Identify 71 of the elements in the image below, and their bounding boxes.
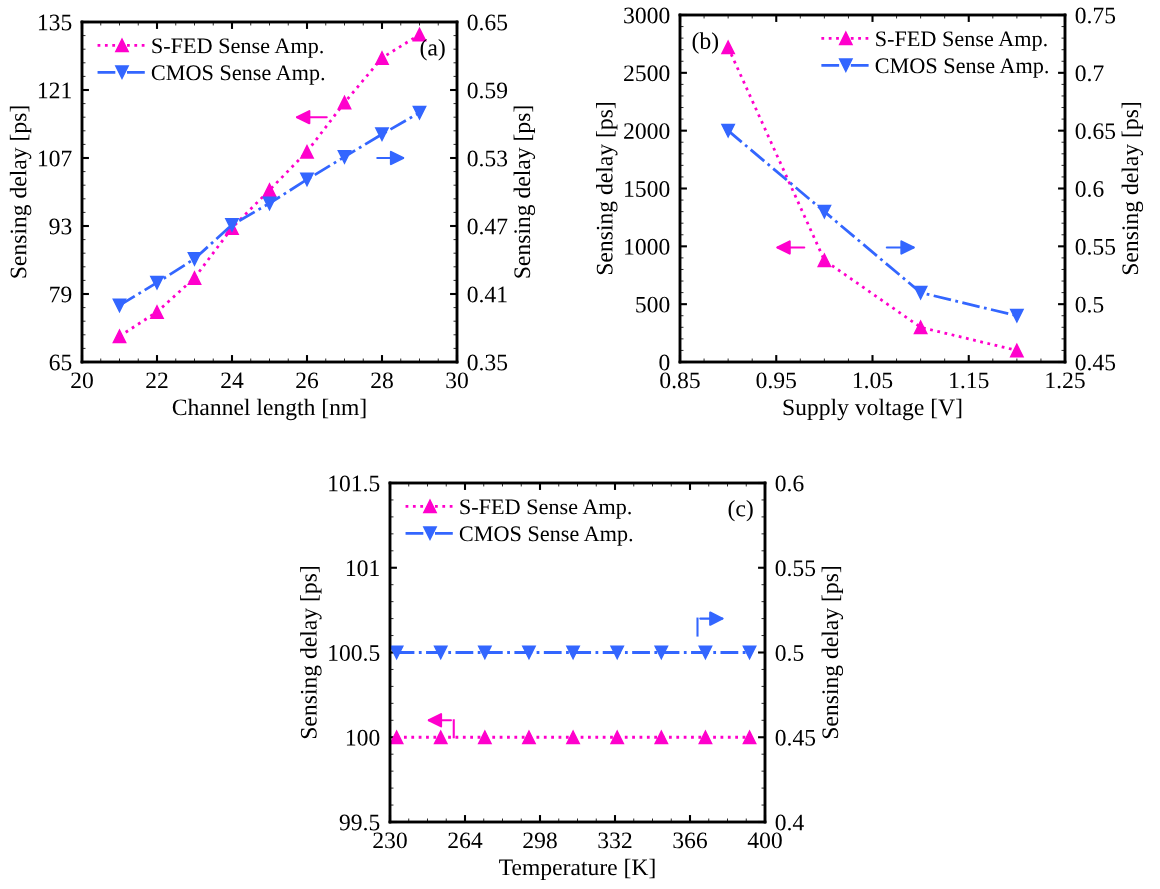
y2-tick-label: 0.7 <box>1075 65 1104 82</box>
y2-tick-label: 0.75 <box>1075 7 1116 24</box>
y2-tick-label: 0.59 <box>467 82 508 99</box>
x-tick-label: 26 <box>296 372 319 389</box>
y2-tick-label: 0.6 <box>1075 180 1104 198</box>
x-axis-title: Temperature [K] <box>499 858 655 881</box>
y2-tick-label: 0.45 <box>1075 354 1116 371</box>
y2-tick-label: 0.5 <box>1075 296 1104 313</box>
y-axis-title: Sensing delay [ps] <box>9 106 32 278</box>
y2-tick-label: 0.55 <box>1075 238 1116 255</box>
y-axis-title: Sensing delay [ps] <box>300 567 322 739</box>
y-tick-label: 100.5 <box>329 644 380 662</box>
x-tick-label: 30 <box>446 372 468 389</box>
annotation: (b) <box>692 32 719 54</box>
y-tick-label: 107 <box>38 150 72 167</box>
y-axis-title: Sensing delay [ps] <box>596 103 618 275</box>
y2-tick-label: 0.41 <box>467 286 507 303</box>
x-tick-label: 24 <box>221 372 244 389</box>
x-axis-title: Channel length [nm] <box>172 398 366 421</box>
x-tick-label: 0.85 <box>660 372 700 389</box>
x-tick-label: 264 <box>448 832 483 849</box>
y-tick-label: 79 <box>50 286 72 303</box>
y2-tick-label: 0.65 <box>467 14 508 31</box>
y-tick-label: 3000 <box>624 7 670 24</box>
y2-tick-label: 0.55 <box>775 560 816 577</box>
legend-label: CMOS Sense Amp. <box>151 65 325 85</box>
x-tick-label: 230 <box>373 832 407 849</box>
y2-tick-label: 0.45 <box>775 729 816 746</box>
x-axis-title: Supply voltage [V] <box>783 398 962 421</box>
y-tick-label: 1000 <box>625 238 670 255</box>
annotation: (c) <box>728 499 753 522</box>
annotation: (a) <box>420 39 445 61</box>
legend-label: S-FED Sense Amp. <box>152 38 323 58</box>
y2-tick-label: 0.6 <box>775 475 804 492</box>
y-tick-label: 93 <box>49 218 72 235</box>
x-tick-label: 332 <box>598 832 632 849</box>
y2-axis-title: Sensing delay [ps] <box>1121 103 1144 275</box>
y-tick-label: 100 <box>346 729 380 746</box>
legend-label: CMOS Sense Amp. <box>459 526 633 546</box>
y2-tick-label: 0.47 <box>467 218 508 235</box>
y2-tick-label: 0.5 <box>775 644 804 662</box>
y2-tick-label: 0.53 <box>467 150 508 167</box>
y-tick-label: 121 <box>38 82 71 99</box>
x-tick-label: 28 <box>371 372 393 389</box>
x-tick-label: 22 <box>146 372 168 389</box>
y2-tick-label: 0.4 <box>775 814 804 831</box>
y-tick-label: 0 <box>659 354 670 371</box>
legend-label: S-FED Sense Amp. <box>460 499 631 519</box>
legend-label: S-FED Sense Amp. <box>876 31 1047 51</box>
y-tick-label: 1500 <box>625 180 670 197</box>
x-tick-label: 1.25 <box>1046 372 1085 389</box>
y2-axis-title: Sensing delay [ps] <box>821 567 844 739</box>
x-tick-label: 0.95 <box>756 372 796 389</box>
y-tick-label: 101.5 <box>329 475 380 492</box>
x-tick-label: 400 <box>747 832 782 849</box>
y-tick-label: 2000 <box>624 123 670 140</box>
y-tick-label: 99.5 <box>339 814 380 831</box>
y-tick-label: 101 <box>346 560 379 577</box>
x-tick-label: 20 <box>71 372 93 389</box>
y-tick-label: 500 <box>636 296 670 313</box>
x-tick-label: 366 <box>673 832 707 849</box>
x-tick-label: 1.05 <box>853 372 893 389</box>
x-tick-label: 1.15 <box>950 372 989 389</box>
y2-tick-label: 0.65 <box>1075 123 1116 140</box>
y-tick-label: 135 <box>38 14 72 31</box>
y2-axis-title: Sensing delay [ps] <box>513 106 536 278</box>
y2-tick-label: 0.35 <box>467 354 508 371</box>
legend-label: CMOS Sense Amp. <box>875 58 1048 78</box>
y-tick-label: 65 <box>49 354 72 371</box>
x-tick-label: 298 <box>523 832 557 849</box>
y-tick-label: 2500 <box>624 65 670 82</box>
